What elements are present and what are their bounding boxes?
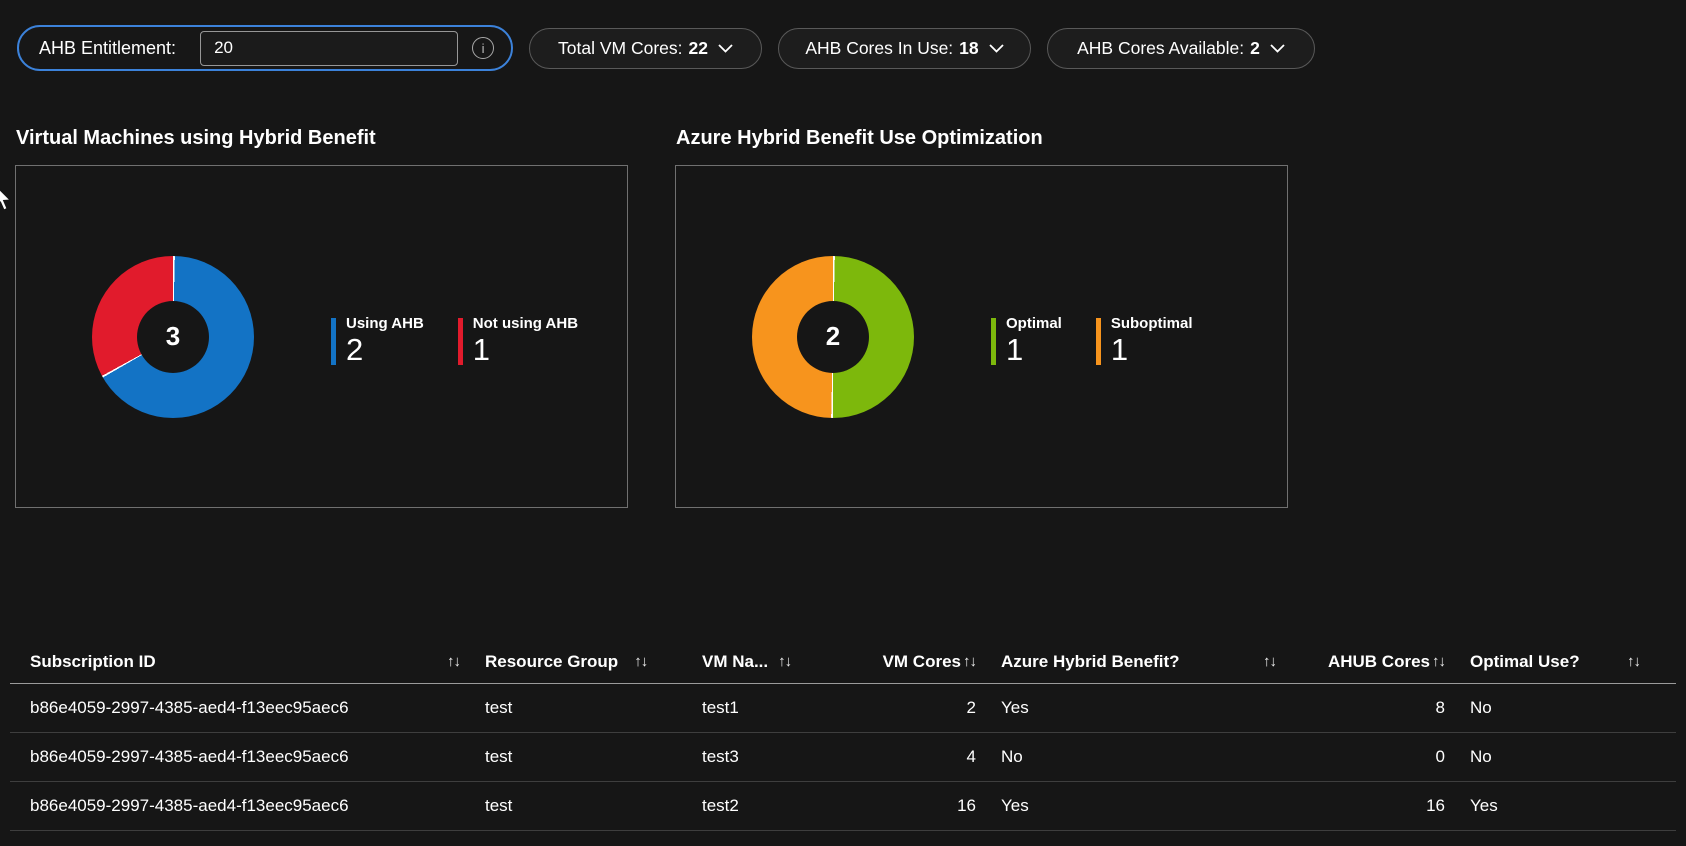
legend-item[interactable]: Suboptimal 1 [1095,314,1193,367]
legend-label: Not using AHB [472,314,579,332]
chart-title-ahb-use-optimization: Azure Hybrid Benefit Use Optimization [676,127,1043,149]
sort-icon: ↑↓ [634,653,648,670]
sort-icon: ↑↓ [778,653,792,670]
legend-label: Using AHB [346,314,424,332]
cell: 2 [966,698,976,717]
chart-legend: Using AHB 2 Not using AHB 1 [331,315,578,367]
dropdown-ahb-cores-in-use[interactable]: AHB Cores In Use: 18 [778,27,1031,69]
cell: 8 [1435,698,1445,717]
cell: test [485,796,513,815]
cell: test2 [702,796,739,815]
legend-item[interactable]: Not using AHB 1 [457,314,579,367]
column-label: AHUB Cores [1327,651,1430,671]
donut-center-value: 3 [165,321,181,351]
legend-item[interactable]: Optimal 1 [991,315,1062,367]
dropdown-value: 2 [1250,37,1260,58]
column-label: Optimal Use? [1470,651,1580,671]
cell: 0 [1435,747,1445,766]
ahb-entitlement-label: AHB Entitlement: [39,37,177,58]
dropdown-value: 18 [959,37,979,58]
column-label: VM Na... [702,651,769,671]
info-icon[interactable]: i [472,37,495,59]
column-header-subscription-id[interactable]: Subscription ID ↑↓ [30,652,460,672]
toolbar: AHB Entitlement: i Total VM Cores: 22 AH… [17,25,1315,71]
column-header-optimal-use[interactable]: Optimal Use? ↑↓ [1470,652,1640,672]
column-label: Azure Hybrid Benefit? [1001,651,1180,671]
legend-item[interactable]: Using AHB 2 [331,315,424,367]
table-header-row: Subscription ID ↑↓ Resource Group ↑↓ VM Na..… [10,640,1676,684]
cell: Yes [1001,698,1029,717]
cell: test [485,747,513,766]
vm-table: Subscription ID ↑↓ Resource Group ↑↓ VM Na..… [0,640,1686,831]
cell: 4 [966,747,976,766]
cell: b86e4059-2997-4385-aed4-f13eec95aec6 [30,698,349,717]
sort-icon: ↑↓ [447,653,460,670]
cell: 16 [957,796,976,815]
sort-icon: ↑↓ [1263,653,1276,670]
column-header-azure-hybrid-benefit[interactable]: Azure Hybrid Benefit? ↑↓ [1001,652,1276,672]
table-row[interactable]: b86e4059-2997-4385-aed4-f13eec95aec6 test… [10,733,1676,782]
chart-legend: Optimal 1 Suboptimal 1 [991,315,1193,367]
chevron-down-icon [989,43,1004,53]
cell: No [1470,698,1492,717]
column-label: Subscription ID [30,651,156,671]
legend-color-bar [991,317,996,365]
cell: test3 [702,747,739,766]
cell: test [485,698,513,717]
ahb-entitlement-input[interactable] [200,30,459,66]
sort-icon: ↑↓ [1432,653,1445,670]
mouse-cursor-icon [0,189,12,211]
table-row[interactable]: b86e4059-2997-4385-aed4-f13eec95aec6 test… [10,684,1676,733]
dropdown-value: 22 [688,37,708,58]
cell: 16 [1426,796,1445,815]
chart-panel-ahb-use-optimization: 2 Optimal 1 Suboptimal 1 [675,165,1288,508]
cell: b86e4059-2997-4385-aed4-f13eec95aec6 [30,796,349,815]
column-header-vm-na[interactable]: VM Na... ↑↓ [702,652,834,672]
legend-value: 1 [472,331,491,367]
column-label: VM Cores [882,651,961,671]
legend-color-bar [1095,317,1101,365]
cell: Yes [1470,796,1498,815]
chevron-down-icon [1270,43,1285,53]
legend-value: 1 [1006,331,1024,367]
cell: No [1001,747,1023,766]
legend-label: Suboptimal [1110,314,1193,332]
dropdown-ahb-cores-available[interactable]: AHB Cores Available: 2 [1047,27,1315,69]
legend-value: 2 [346,331,364,367]
cell: b86e4059-2997-4385-aed4-f13eec95aec6 [30,747,349,766]
table-row[interactable]: b86e4059-2997-4385-aed4-f13eec95aec6 test… [10,782,1676,831]
chart-panel-vms-using-hybrid-benefit: 3 Using AHB 2 Not using AHB 1 [15,165,628,508]
column-header-vm-cores[interactable]: VM Cores ↑↓ [859,652,976,672]
sort-icon: ↑↓ [963,653,976,670]
dropdown-label: AHB Cores Available: [1077,37,1245,58]
donut-chart-vms-using-hybrid-benefit[interactable]: 3 [92,255,254,418]
column-label: Resource Group [485,651,619,671]
column-header-ahub-cores[interactable]: AHUB Cores ↑↓ [1301,652,1445,672]
cell: test1 [702,698,739,717]
dropdown-total-vm-cores[interactable]: Total VM Cores: 22 [529,27,762,69]
cell: No [1470,747,1492,766]
sort-icon: ↑↓ [1627,653,1640,670]
column-header-resource-group[interactable]: Resource Group ↑↓ [485,652,677,672]
chevron-down-icon [718,43,733,53]
dropdown-label: AHB Cores In Use: [805,37,954,58]
cell: Yes [1001,796,1029,815]
ahb-entitlement-pill: AHB Entitlement: i [17,25,513,71]
donut-center-value: 2 [825,321,841,351]
legend-value: 1 [1110,331,1129,367]
dropdown-label: Total VM Cores: [558,37,683,58]
chart-title-vms-using-hybrid-benefit: Virtual Machines using Hybrid Benefit [16,127,376,149]
legend-color-bar [331,317,336,365]
legend-color-bar [457,317,463,365]
donut-chart-ahb-use-optimization[interactable]: 2 [752,255,914,418]
legend-label: Optimal [1006,314,1062,332]
